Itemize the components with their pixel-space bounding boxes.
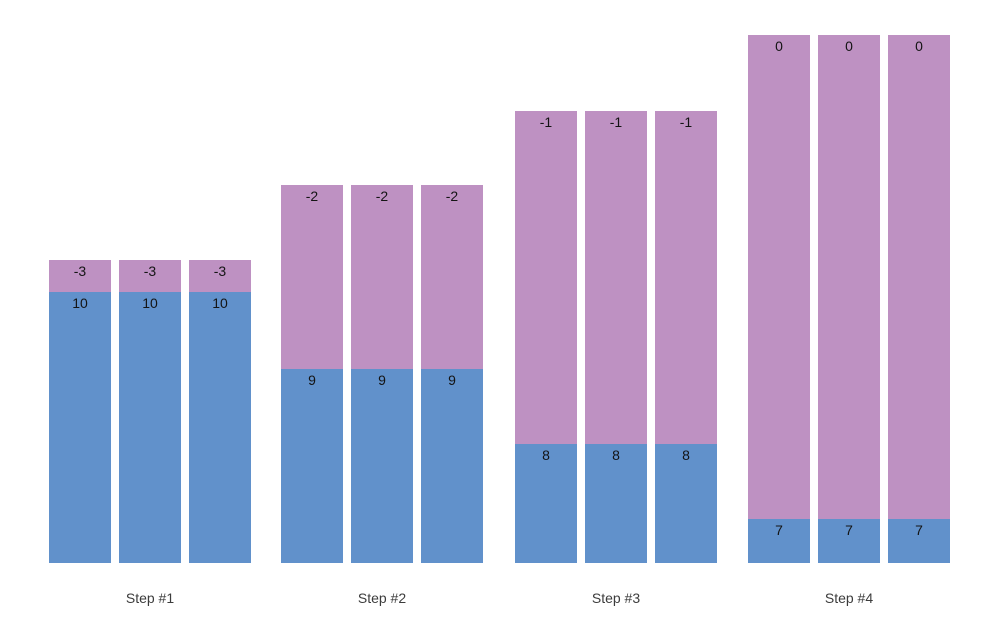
bar-segment-top: -3: [49, 260, 111, 292]
segment-value-label: 0: [845, 38, 853, 54]
bar-segment-bottom: 7: [888, 519, 950, 563]
bar-segment-top: -2: [281, 185, 343, 369]
segment-value-label: 8: [612, 447, 620, 463]
category-label: Step #1: [125, 590, 175, 606]
category-label: Step #3: [591, 590, 641, 606]
segment-value-label: 7: [775, 522, 783, 538]
segment-value-label: -2: [375, 188, 389, 204]
bar-segment-top: 0: [888, 35, 950, 519]
bar-segment-top: -1: [655, 111, 717, 444]
bar-segment-bottom: 9: [281, 369, 343, 563]
bar-segment-bottom: 10: [189, 292, 251, 563]
segment-value-label: 0: [775, 38, 783, 54]
segment-value-label: -2: [445, 188, 459, 204]
bar-segment-bottom: 7: [818, 519, 880, 563]
segment-value-label: 8: [682, 447, 690, 463]
category-label: Step #2: [357, 590, 407, 606]
bar-segment-top: 0: [748, 35, 810, 519]
segment-value-label: 7: [915, 522, 923, 538]
bar-segment-bottom: 8: [515, 444, 577, 563]
bar-segment-bottom: 7: [748, 519, 810, 563]
segment-value-label: 9: [308, 372, 316, 388]
segment-value-label: 9: [448, 372, 456, 388]
segment-value-label: 10: [142, 295, 158, 311]
bar-segment-bottom: 9: [351, 369, 413, 563]
segment-value-label: -3: [73, 263, 87, 279]
segment-value-label: -3: [213, 263, 227, 279]
bar-segment-bottom: 8: [585, 444, 647, 563]
bar-segment-bottom: 10: [119, 292, 181, 563]
segment-value-label: -1: [539, 114, 553, 130]
bar-segment-bottom: 8: [655, 444, 717, 563]
bar-segment-bottom: 9: [421, 369, 483, 563]
bar-segment-top: -3: [119, 260, 181, 292]
segment-value-label: 10: [72, 295, 88, 311]
bar-segment-top: -2: [421, 185, 483, 369]
bar-segment-bottom: 10: [49, 292, 111, 563]
bar-segment-top: -2: [351, 185, 413, 369]
segment-value-label: 8: [542, 447, 550, 463]
segment-value-label: 9: [378, 372, 386, 388]
category-label: Step #4: [824, 590, 874, 606]
bar-segment-top: -1: [585, 111, 647, 444]
segment-value-label: 0: [915, 38, 923, 54]
segment-value-label: -1: [609, 114, 623, 130]
bar-segment-top: -3: [189, 260, 251, 292]
segment-value-label: 7: [845, 522, 853, 538]
segment-value-label: -3: [143, 263, 157, 279]
segment-value-label: 10: [212, 295, 228, 311]
segment-value-label: -2: [305, 188, 319, 204]
bar-segment-top: -1: [515, 111, 577, 444]
bar-segment-top: 0: [818, 35, 880, 519]
segment-value-label: -1: [679, 114, 693, 130]
